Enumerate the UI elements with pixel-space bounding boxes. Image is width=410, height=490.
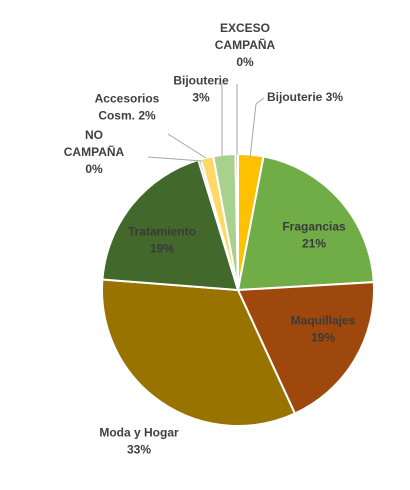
slice-label-line: Maquillajes bbox=[291, 314, 356, 328]
slice-label: Moda y Hogar 33% bbox=[99, 426, 179, 457]
slice-label-line: 0% bbox=[85, 162, 103, 176]
slice-label-line: 21% bbox=[302, 237, 326, 251]
slice-label-line: NO bbox=[85, 128, 103, 142]
slice-label-line: Bijouterie 3% bbox=[267, 90, 343, 104]
slice-label-line: 3% bbox=[192, 91, 210, 105]
slice-label-line: Moda y Hogar bbox=[99, 426, 179, 440]
slice-label-line: Tratamiento bbox=[128, 225, 196, 239]
slice-label-line: 19% bbox=[150, 242, 174, 256]
slice-label-line: EXCESO bbox=[220, 21, 270, 35]
leader-line bbox=[218, 83, 223, 156]
pie-slice bbox=[236, 281, 375, 415]
slice-label: Bijouterie 3% bbox=[173, 74, 229, 105]
slice-label-line: Bijouterie bbox=[173, 74, 229, 88]
slice-label: Bijouterie 3% bbox=[267, 90, 343, 104]
slice-label: Maquillajes 19% bbox=[291, 314, 356, 345]
leader-line bbox=[147, 156, 203, 162]
slice-label: NO CAMPAÑA 0% bbox=[64, 128, 125, 176]
slice-label: Tratamiento 19% bbox=[128, 225, 196, 256]
slice-label-line: 33% bbox=[127, 443, 151, 457]
slice-label-line: Accesorios bbox=[95, 92, 160, 106]
slice-label-line: CAMPAÑA bbox=[215, 37, 276, 52]
slice-label-line: Fragancias bbox=[282, 220, 346, 234]
slice-label-line: Cosm. 2% bbox=[98, 109, 156, 123]
slice-label-line: 19% bbox=[311, 331, 335, 345]
leader-line bbox=[249, 97, 265, 159]
slice-label-line: 0% bbox=[236, 55, 254, 69]
slice-label: EXCESO CAMPAÑA 0% bbox=[215, 21, 276, 69]
slice-label-line: CAMPAÑA bbox=[64, 144, 125, 159]
pie-slice bbox=[101, 158, 240, 292]
pie-slice bbox=[101, 278, 297, 427]
slice-label: Fragancias 21% bbox=[282, 220, 346, 251]
pie-slice bbox=[236, 155, 375, 292]
slice-label: Accesorios Cosm. 2% bbox=[95, 92, 160, 123]
leader-line bbox=[167, 133, 207, 159]
